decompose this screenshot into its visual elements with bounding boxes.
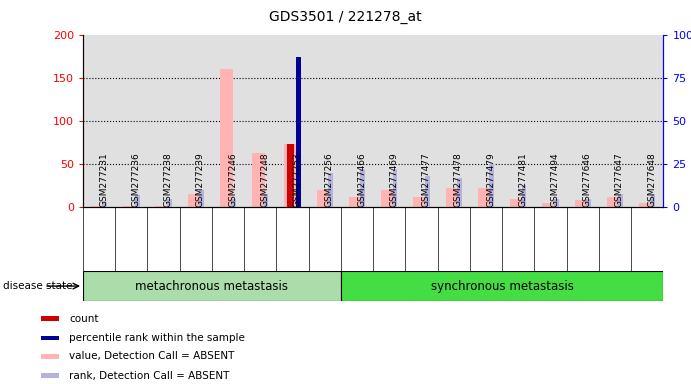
Text: GDS3501 / 221278_at: GDS3501 / 221278_at	[269, 10, 422, 23]
Text: GSM277236: GSM277236	[131, 152, 140, 207]
Bar	[457, 178, 462, 207]
Bar	[155, 206, 169, 207]
Text: disease state: disease state	[3, 281, 73, 291]
Text: GSM277466: GSM277466	[357, 152, 366, 207]
Bar	[135, 195, 140, 207]
Text: count: count	[69, 314, 99, 324]
Bar	[575, 200, 587, 207]
Bar	[406, 35, 437, 207]
Text: GSM277253: GSM277253	[292, 152, 301, 207]
Bar	[220, 69, 233, 207]
Text: metachronous metastasis: metachronous metastasis	[135, 280, 288, 293]
Bar	[147, 35, 180, 207]
Bar	[123, 206, 136, 207]
Bar	[231, 199, 236, 207]
Bar	[91, 206, 104, 207]
Bar	[425, 176, 430, 207]
Bar	[522, 185, 527, 207]
Text: GSM277239: GSM277239	[196, 152, 205, 207]
Bar	[381, 190, 394, 207]
Text: GSM277646: GSM277646	[583, 152, 591, 207]
Bar	[212, 35, 244, 207]
Text: GSM277478: GSM277478	[454, 152, 463, 207]
Bar	[437, 35, 470, 207]
Bar	[607, 197, 620, 207]
Bar	[252, 153, 265, 207]
Bar	[83, 271, 341, 301]
Bar	[586, 199, 591, 207]
Bar	[392, 169, 397, 207]
Bar	[534, 35, 567, 207]
Text: GSM277481: GSM277481	[518, 152, 527, 207]
Bar	[41, 336, 59, 340]
Text: value, Detection Call = ABSENT: value, Detection Call = ABSENT	[69, 351, 234, 361]
Text: GSM277256: GSM277256	[325, 152, 334, 207]
Bar	[115, 35, 147, 207]
Bar	[296, 57, 301, 207]
Text: synchronous metastasis: synchronous metastasis	[430, 280, 574, 293]
Bar	[413, 197, 426, 207]
Bar	[554, 199, 559, 207]
Text: GSM277477: GSM277477	[422, 152, 430, 207]
Bar	[510, 199, 523, 207]
Bar	[341, 35, 373, 207]
Bar	[341, 271, 663, 301]
Bar	[478, 189, 491, 207]
Text: percentile rank within the sample: percentile rank within the sample	[69, 333, 245, 343]
Bar	[287, 144, 294, 207]
Bar	[102, 202, 107, 207]
Bar	[188, 194, 200, 207]
Text: GSM277238: GSM277238	[164, 152, 173, 207]
Text: GSM277248: GSM277248	[261, 153, 269, 207]
Bar	[328, 173, 333, 207]
Text: GSM277231: GSM277231	[99, 152, 108, 207]
Bar	[285, 144, 297, 207]
Bar	[316, 190, 330, 207]
Bar	[599, 35, 631, 207]
Bar	[309, 35, 341, 207]
Bar	[41, 373, 59, 378]
Bar	[83, 35, 115, 207]
Bar	[361, 169, 366, 207]
Bar	[567, 35, 599, 207]
Bar	[639, 203, 652, 207]
Text: GSM277469: GSM277469	[389, 152, 398, 207]
Bar	[41, 316, 59, 321]
Bar	[276, 35, 309, 207]
Bar	[349, 197, 362, 207]
Bar	[470, 35, 502, 207]
Bar	[489, 164, 494, 207]
Bar	[502, 35, 534, 207]
Text: GSM277647: GSM277647	[615, 152, 624, 207]
Bar	[167, 199, 172, 207]
Text: GSM277494: GSM277494	[551, 153, 560, 207]
Bar	[180, 35, 212, 207]
Bar	[651, 194, 656, 207]
Text: GSM277648: GSM277648	[647, 152, 656, 207]
Bar	[244, 35, 276, 207]
Bar	[542, 203, 556, 207]
Bar	[296, 199, 301, 207]
Bar	[446, 189, 459, 207]
Bar	[373, 35, 406, 207]
Text: GSM277246: GSM277246	[228, 153, 237, 207]
Bar	[264, 194, 269, 207]
Text: GSM277479: GSM277479	[486, 152, 495, 207]
Bar	[199, 190, 204, 207]
Bar	[631, 35, 663, 207]
Bar	[618, 194, 623, 207]
Text: rank, Detection Call = ABSENT: rank, Detection Call = ABSENT	[69, 371, 229, 381]
Bar	[41, 354, 59, 359]
